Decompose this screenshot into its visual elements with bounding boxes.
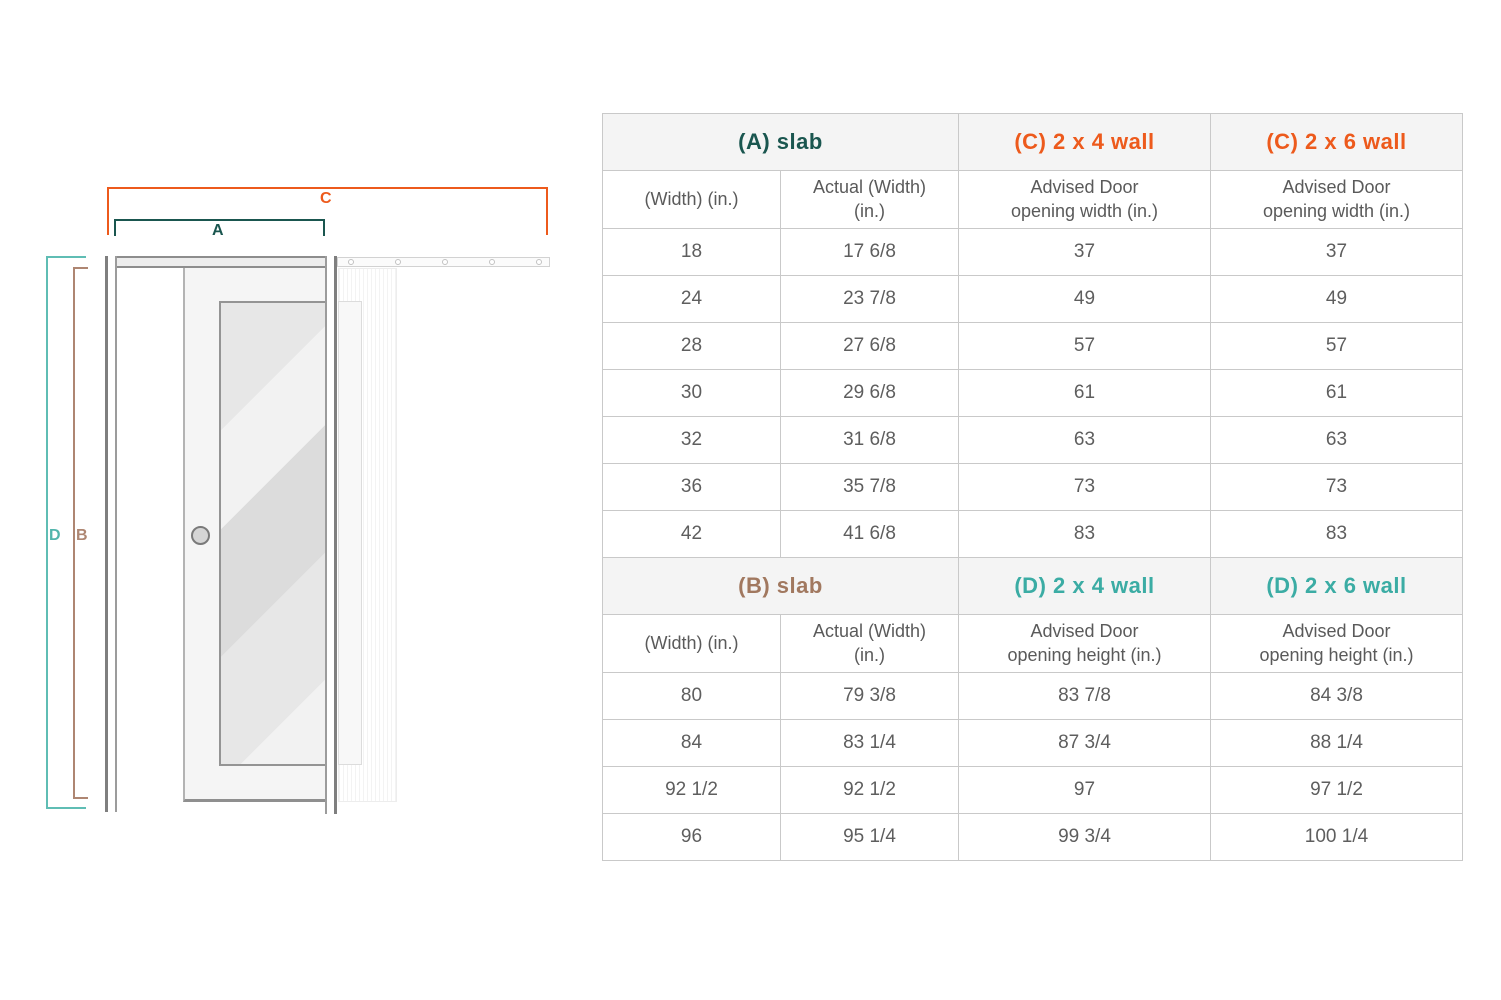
table-cell: 27 6/8 xyxy=(780,322,959,370)
table-cell: 49 xyxy=(958,275,1211,323)
table-cell: 96 xyxy=(602,813,781,861)
table-cell: 61 xyxy=(958,369,1211,417)
column-header-actual-width: Actual (Width) (in.) xyxy=(780,614,959,673)
table-cell: 100 1/4 xyxy=(1210,813,1463,861)
group-header-c-2x6-wall: (C) 2 x 6 wall xyxy=(1210,113,1463,171)
table-cell: 42 xyxy=(602,510,781,558)
height-section-body: 80 79 3/8 83 7/8 84 3/8 84 83 1/4 87 3/4 88 1/4… xyxy=(602,672,1463,861)
table-cell: 24 xyxy=(602,275,781,323)
table-cell: 35 7/8 xyxy=(780,463,959,511)
door-glass-panel xyxy=(219,301,329,766)
column-header-width: (Width) (in.) xyxy=(602,614,781,673)
door-slab xyxy=(183,268,329,802)
column-header-advised-opening-height-2x4: Advised Door opening height (in.) xyxy=(958,614,1211,673)
width-section-column-headers: (Width) (in.) Actual (Width) (in.) Advis… xyxy=(602,170,1463,229)
width-section-body: 18 17 6/8 37 37 24 23 7/8 49 49 28 27 6/8 57 57 30 29… xyxy=(602,228,1463,558)
table-cell: 97 xyxy=(958,766,1211,814)
table-cell: 73 xyxy=(1210,463,1463,511)
table-row: 42 41 6/8 83 83 xyxy=(602,510,1463,558)
table-cell: 63 xyxy=(1210,416,1463,464)
table-cell: 41 6/8 xyxy=(780,510,959,558)
table-cell: 29 6/8 xyxy=(780,369,959,417)
table-cell: 36 xyxy=(602,463,781,511)
table-row: 28 27 6/8 57 57 xyxy=(602,322,1463,370)
table-row: 96 95 1/4 99 3/4 100 1/4 xyxy=(602,813,1463,861)
table-cell: 97 1/2 xyxy=(1210,766,1463,814)
door-size-table: (A) slab (C) 2 x 4 wall (C) 2 x 6 wall (… xyxy=(602,113,1463,861)
table-row: 84 83 1/4 87 3/4 88 1/4 xyxy=(602,719,1463,767)
track-screw-hole xyxy=(489,259,495,265)
table-cell: 37 xyxy=(958,228,1211,276)
table-cell: 87 3/4 xyxy=(958,719,1211,767)
table-row: 24 23 7/8 49 49 xyxy=(602,275,1463,323)
table-cell: 83 xyxy=(958,510,1211,558)
table-cell: 32 xyxy=(602,416,781,464)
group-header-b-slab: (B) slab xyxy=(602,557,959,615)
door-frame-left-jamb xyxy=(105,256,117,812)
slab-width-bracket xyxy=(114,219,325,236)
table-cell: 37 xyxy=(1210,228,1463,276)
column-header-width: (Width) (in.) xyxy=(602,170,781,229)
table-cell: 84 xyxy=(602,719,781,767)
group-header-d-2x6-wall: (D) 2 x 6 wall xyxy=(1210,557,1463,615)
table-row: 92 1/2 92 1/2 97 97 1/2 xyxy=(602,766,1463,814)
table-row: 18 17 6/8 37 37 xyxy=(602,228,1463,276)
table-cell: 84 3/8 xyxy=(1210,672,1463,720)
table-cell: 88 1/4 xyxy=(1210,719,1463,767)
table-cell: 23 7/8 xyxy=(780,275,959,323)
pocket-door-diagram: C A D B xyxy=(0,0,600,1000)
table-row: 30 29 6/8 61 61 xyxy=(602,369,1463,417)
opening-height-bracket xyxy=(46,256,86,809)
track-screw-hole xyxy=(395,259,401,265)
dimension-label-d: D xyxy=(49,527,61,544)
table-cell: 18 xyxy=(602,228,781,276)
table-cell: 49 xyxy=(1210,275,1463,323)
column-header-actual-width: Actual (Width) (in.) xyxy=(780,170,959,229)
table-row: 32 31 6/8 63 63 xyxy=(602,416,1463,464)
table-cell: 83 1/4 xyxy=(780,719,959,767)
track-screw-hole xyxy=(348,259,354,265)
table-cell: 17 6/8 xyxy=(780,228,959,276)
sliding-track xyxy=(337,257,550,267)
table-cell: 57 xyxy=(1210,322,1463,370)
width-section-group-row: (A) slab (C) 2 x 4 wall (C) 2 x 6 wall xyxy=(602,113,1463,171)
group-header-a-slab: (A) slab xyxy=(602,113,959,171)
table-cell: 92 1/2 xyxy=(602,766,781,814)
hidden-door-ghost xyxy=(338,301,362,765)
column-header-advised-opening-width-2x6: Advised Door opening width (in.) xyxy=(1210,170,1463,229)
table-cell: 63 xyxy=(958,416,1211,464)
column-header-advised-opening-height-2x6: Advised Door opening height (in.) xyxy=(1210,614,1463,673)
table-cell: 99 3/4 xyxy=(958,813,1211,861)
table-cell: 95 1/4 xyxy=(780,813,959,861)
table-cell: 79 3/8 xyxy=(780,672,959,720)
slab-height-bracket xyxy=(73,267,88,799)
track-screw-hole xyxy=(536,259,542,265)
table-cell: 92 1/2 xyxy=(780,766,959,814)
group-header-d-2x4-wall: (D) 2 x 4 wall xyxy=(958,557,1211,615)
table-cell: 80 xyxy=(602,672,781,720)
table-row: 80 79 3/8 83 7/8 84 3/8 xyxy=(602,672,1463,720)
dimension-label-a: A xyxy=(212,222,224,239)
dimension-label-c: C xyxy=(320,190,332,207)
track-screw-hole xyxy=(442,259,448,265)
table-cell: 61 xyxy=(1210,369,1463,417)
table-cell: 31 6/8 xyxy=(780,416,959,464)
table-row: 36 35 7/8 73 73 xyxy=(602,463,1463,511)
door-frame-right-jamb xyxy=(325,256,337,814)
height-section-column-headers: (Width) (in.) Actual (Width) (in.) Advis… xyxy=(602,614,1463,673)
dimension-label-b: B xyxy=(76,527,88,544)
door-knob xyxy=(191,526,210,545)
height-section-group-row: (B) slab (D) 2 x 4 wall (D) 2 x 6 wall xyxy=(602,557,1463,615)
table-cell: 30 xyxy=(602,369,781,417)
table-cell: 28 xyxy=(602,322,781,370)
table-cell: 57 xyxy=(958,322,1211,370)
group-header-c-2x4-wall: (C) 2 x 4 wall xyxy=(958,113,1211,171)
opening-width-bracket xyxy=(107,187,548,235)
table-cell: 73 xyxy=(958,463,1211,511)
door-frame-header xyxy=(105,256,337,268)
column-header-advised-opening-width-2x4: Advised Door opening width (in.) xyxy=(958,170,1211,229)
table-cell: 83 xyxy=(1210,510,1463,558)
table-cell: 83 7/8 xyxy=(958,672,1211,720)
